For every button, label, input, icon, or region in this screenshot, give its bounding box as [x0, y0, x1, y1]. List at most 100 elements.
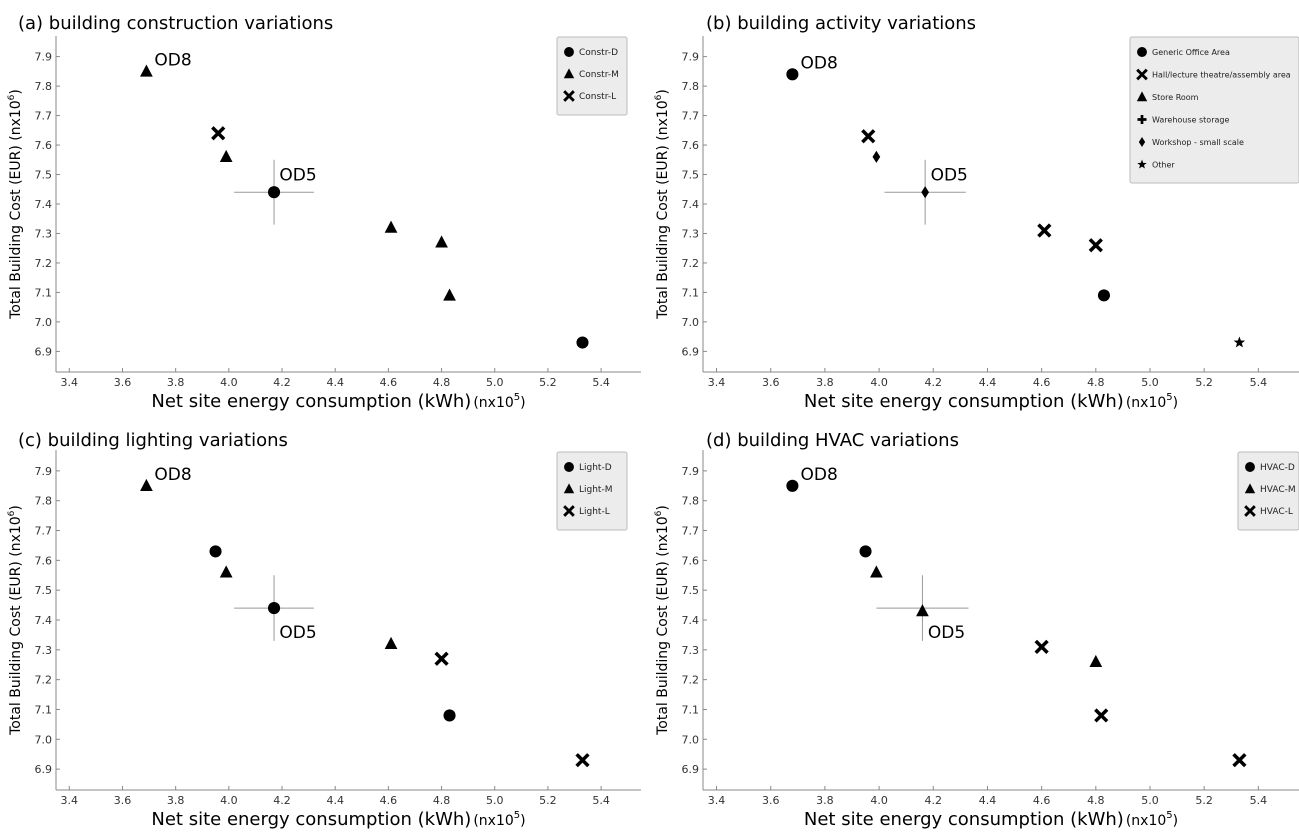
- legend-marker-cross: [1136, 68, 1148, 81]
- data-point-cross: [1034, 639, 1049, 654]
- y-axis-label: Total Building Cost (EUR) (nx106): [654, 89, 671, 320]
- y-tick-label: 7.2: [682, 674, 700, 687]
- chart-title: (d) building HVAC variations: [706, 430, 959, 451]
- x-tick-label: 3.6: [114, 376, 132, 389]
- x-tick-label: 4.6: [1033, 376, 1051, 389]
- data-point-diamond: [921, 186, 929, 199]
- chart-panel-0: (a) building construction variations 6.9 7…: [7, 13, 641, 412]
- annotation-od8: OD8: [154, 50, 191, 70]
- y-tick-label: 7.1: [682, 703, 700, 716]
- legend-label: Constr-M: [579, 70, 619, 80]
- x-tick-label: 3.6: [114, 794, 132, 807]
- chart-title: (a) building construction variations: [18, 13, 333, 34]
- x-tick-label: 4.0: [870, 376, 888, 389]
- x-tick-label: 4.8: [1087, 376, 1105, 389]
- y-tick-label: 7.8: [35, 495, 53, 508]
- x-tick-label: 5.4: [1250, 794, 1268, 807]
- legend-label: HVAC-D: [1260, 463, 1295, 473]
- x-tick-label: 4.8: [433, 794, 451, 807]
- y-tick-label: 7.2: [35, 257, 53, 270]
- legend-label: Other: [1152, 161, 1175, 170]
- y-tick-label: 7.6: [682, 139, 700, 152]
- y-tick-label: 7.9: [35, 51, 53, 64]
- x-tick-label: 5.4: [592, 376, 610, 389]
- x-tick-label: 3.6: [762, 376, 780, 389]
- y-tick-label: 7.6: [35, 139, 53, 152]
- y-axis-label: Total Building Cost (EUR) (nx106): [7, 505, 24, 736]
- legend-box: [1129, 36, 1299, 184]
- y-tick-label: 7.8: [682, 495, 700, 508]
- annotation-od5: OD5: [928, 623, 965, 643]
- data-point-circle: [267, 186, 281, 199]
- x-axis-label: Net site energy consumption (kWh) (nx105): [804, 809, 1178, 830]
- data-point-triangle: [916, 604, 929, 617]
- legend-marker-circle: [1137, 47, 1147, 57]
- legend-marker-triangle: [563, 68, 575, 79]
- x-tick-label: 4.6: [1033, 794, 1051, 807]
- data-point-diamond: [872, 150, 881, 163]
- y-tick-label: 6.9: [35, 345, 53, 358]
- data-point-cross: [861, 129, 876, 144]
- y-tick-label: 7.7: [35, 110, 53, 123]
- y-tick-label: 7.1: [35, 286, 53, 299]
- x-tick-label: 4.0: [870, 794, 888, 807]
- y-tick-label: 7.7: [682, 525, 700, 538]
- chart-panel-2: (c) building lighting variations 6.9 7.0 7.…: [7, 430, 641, 830]
- legend-marker-triangle: [1244, 483, 1256, 494]
- x-tick-label: 4.8: [1087, 794, 1105, 807]
- y-tick-label: 7.9: [35, 465, 53, 478]
- x-tick-label: 5.0: [486, 794, 504, 807]
- y-tick-label: 7.6: [35, 554, 53, 567]
- y-tick-label: 7.0: [682, 733, 700, 746]
- x-tick-label: 5.2: [539, 794, 557, 807]
- legend-label: Light-L: [579, 507, 610, 517]
- data-point-triangle: [870, 565, 883, 578]
- y-tick-label: 6.9: [682, 345, 700, 358]
- chart-title: (c) building lighting variations: [18, 430, 288, 451]
- x-axis-label: Net site energy consumption (kWh) (nx105): [151, 809, 525, 830]
- y-tick-label: 7.3: [682, 227, 700, 240]
- x-tick-label: 5.2: [539, 376, 557, 389]
- legend-marker-diamond: [1138, 137, 1146, 147]
- x-tick-label: 4.4: [326, 794, 344, 807]
- data-point-circle: [1097, 289, 1110, 302]
- legend-marker-cross: [563, 505, 575, 517]
- x-tick-label: 4.2: [925, 376, 943, 389]
- x-tick-label: 3.8: [167, 794, 185, 807]
- legend-label: Workshop - small scale: [1152, 138, 1244, 147]
- legend-marker-triangle: [1136, 91, 1148, 102]
- y-tick-label: 7.5: [682, 169, 700, 182]
- annotation-od8: OD8: [154, 465, 191, 485]
- legend-marker-cross: [563, 90, 575, 102]
- legend-box: [556, 36, 628, 116]
- y-tick-label: 7.2: [682, 257, 700, 270]
- data-point-cross: [211, 126, 226, 141]
- x-tick-label: 4.6: [380, 376, 398, 389]
- x-tick-label: 3.6: [762, 794, 780, 807]
- data-point-triangle: [140, 478, 153, 491]
- data-point-circle: [786, 68, 799, 81]
- x-tick-label: 4.6: [380, 794, 398, 807]
- annotation-od8: OD8: [801, 53, 838, 73]
- x-tick-label: 5.4: [1250, 376, 1268, 389]
- x-tick-label: 5.0: [486, 376, 504, 389]
- legend-box: [1237, 451, 1299, 531]
- y-tick-label: 7.7: [35, 525, 53, 538]
- x-tick-label: 5.4: [592, 794, 610, 807]
- data-point-triangle: [1089, 654, 1103, 667]
- data-point-triangle: [384, 220, 398, 233]
- x-tick-label: 4.0: [220, 794, 238, 807]
- legend-label: Constr-D: [579, 48, 618, 58]
- y-tick-label: 7.0: [35, 733, 53, 746]
- legend-label: Light-D: [579, 463, 612, 473]
- annotation-od5: OD5: [931, 165, 968, 185]
- legend-label: Light-M: [579, 485, 612, 495]
- y-tick-label: 6.9: [682, 763, 700, 776]
- y-tick-label: 7.6: [682, 554, 700, 567]
- y-tick-label: 7.5: [35, 584, 53, 597]
- data-point-cross: [1037, 223, 1052, 238]
- x-axis-label: Net site energy consumption (kWh) (nx105): [804, 391, 1178, 412]
- x-tick-label: 4.2: [925, 794, 943, 807]
- y-tick-label: 7.1: [682, 286, 700, 299]
- y-tick-label: 7.4: [682, 198, 700, 211]
